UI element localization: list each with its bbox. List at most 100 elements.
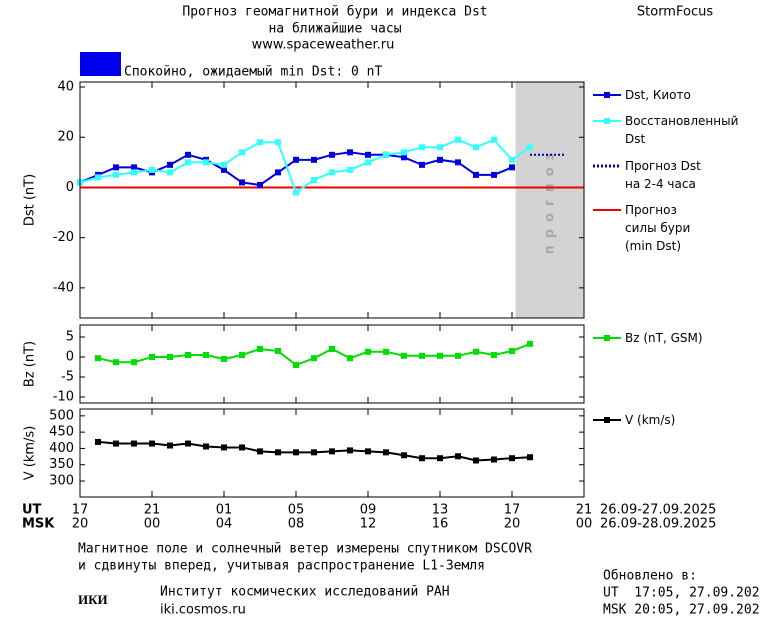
y-tick-label: -5 [61,370,74,385]
point [383,151,389,158]
point [329,346,335,352]
logo: ИКИ [78,592,108,607]
point [293,449,299,456]
point [221,161,227,168]
x-tick-label-msk: 12 [360,517,377,532]
legend-label: V (km/s) [625,413,676,427]
legend-marker [604,118,610,124]
plot-frame [79,408,585,498]
point [275,449,281,456]
y-tick-label: -40 [53,280,74,295]
brand: StormFocus [637,5,713,20]
point [401,452,407,459]
subtitle: на ближайшие часы [268,22,401,37]
legend-marker [604,417,610,423]
updated-ut: UT 17:05, 27.09.2025 [603,586,760,601]
y-axis-label: Dst (nT) [23,174,38,226]
point [347,166,353,173]
point [203,159,209,166]
point [383,348,389,355]
x-tick-label: 01 [216,503,233,518]
point [329,169,335,176]
point [131,164,137,171]
point [311,156,317,163]
x-tick-label-msk: 08 [288,517,305,532]
x-tick-label-msk: 20 [504,517,521,532]
point [419,455,425,462]
plot-frame [79,324,585,404]
point [509,455,515,462]
x-tick-label: 09 [360,503,377,518]
legend-label: Восстановленный Dst [625,114,739,146]
x-tick-label: 13 [432,503,449,518]
y-tick-label: 450 [49,425,74,440]
point [95,174,101,181]
point [365,159,371,166]
point [509,348,515,354]
point [311,176,317,183]
x-tick-label: 21 [576,503,593,518]
x-tick-label-msk: 04 [216,517,233,532]
point [185,159,191,166]
point [203,443,209,450]
point [455,136,461,143]
point [167,161,173,168]
point [203,352,209,358]
x-tick-label-msk: 20 [72,517,89,532]
y-tick-label: 350 [49,457,74,472]
point [113,164,119,171]
y-axis-label: V (km/s) [23,426,38,481]
point [329,151,335,158]
x-axis-label: UT [22,503,42,518]
site: iki.cosmos.ru [160,603,246,618]
point [257,346,263,352]
x-axis-label: MSK [22,517,55,532]
point [365,151,371,158]
point [149,166,155,173]
y-tick-label: -10 [53,390,74,405]
forecast-label: прогноз [542,146,557,254]
point [311,449,317,456]
point [437,352,443,359]
point [419,352,425,359]
forecast-band [515,82,584,318]
point [491,456,497,463]
title: Прогноз геомагнитной бури и индекса Dst [182,5,487,20]
plot-frame [79,81,585,319]
y-tick-label: 300 [49,474,74,489]
point [275,348,281,354]
point [419,161,425,168]
point [131,440,137,447]
point [293,156,299,163]
point [149,440,155,447]
legend-marker [604,92,610,98]
point [185,151,191,158]
point [437,144,443,151]
point [131,169,137,176]
point [185,440,191,447]
point [473,144,479,151]
point [437,455,443,462]
updated: Обновлено в: [603,569,697,584]
point [419,144,425,151]
legend-label: Bz (nT, GSM) [625,331,703,345]
y-axis-label: Bz (nT) [23,341,38,387]
point [293,189,299,196]
point [491,136,497,143]
status-indicator [80,52,121,76]
url: www.spaceweather.ru [252,38,395,53]
legend-label: Dst, Киото [625,88,691,102]
point [221,166,227,173]
point [239,179,245,186]
point [401,352,407,359]
y-tick-label: 5 [66,330,74,345]
point [401,149,407,156]
y-tick-label: 0 [66,180,74,195]
point [113,440,119,447]
point [527,454,533,461]
point [167,354,173,360]
legend-label: Прогноз силы бури (min Dst) [625,203,691,253]
institute: Институт космических исследований РАН [160,585,450,600]
point [383,449,389,456]
